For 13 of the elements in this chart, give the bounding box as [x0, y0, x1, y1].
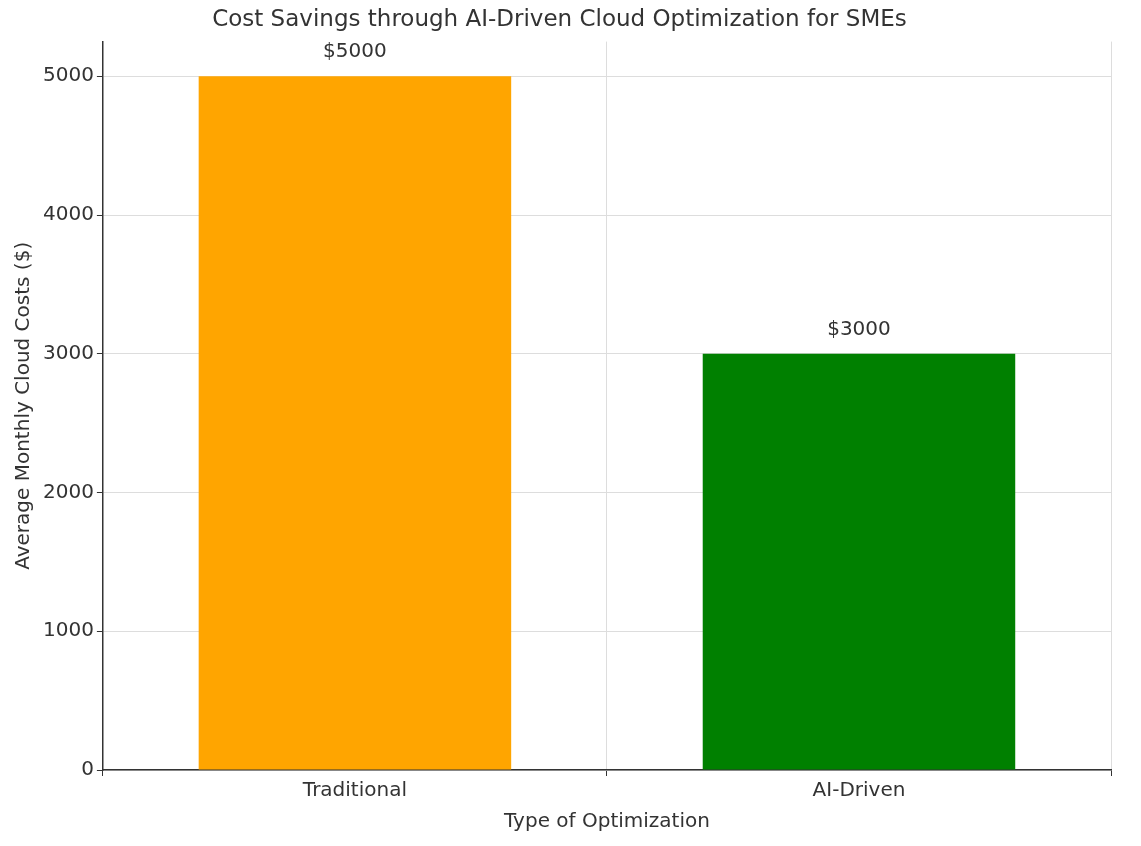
y-tick-label: 0: [81, 756, 94, 781]
y-tick-label: 3000: [42, 339, 94, 364]
chart-title: Cost Savings through AI-Driven Cloud Optimization for SMEs: [212, 4, 907, 31]
y-tick-label: 4000: [42, 201, 94, 226]
x-tick-label: AI-Driven: [812, 777, 906, 802]
x-tick-label: Traditional: [301, 777, 407, 802]
data-label: $5000: [323, 38, 387, 63]
data-label: $3000: [827, 315, 891, 340]
y-axis-title: Average Monthly Cloud Costs ($): [10, 241, 35, 570]
y-tick-label: 5000: [42, 62, 94, 87]
y-tick-label: 2000: [42, 478, 94, 503]
x-axis-title: Type of Optimization: [503, 808, 710, 833]
y-tick-label: 1000: [42, 617, 94, 642]
